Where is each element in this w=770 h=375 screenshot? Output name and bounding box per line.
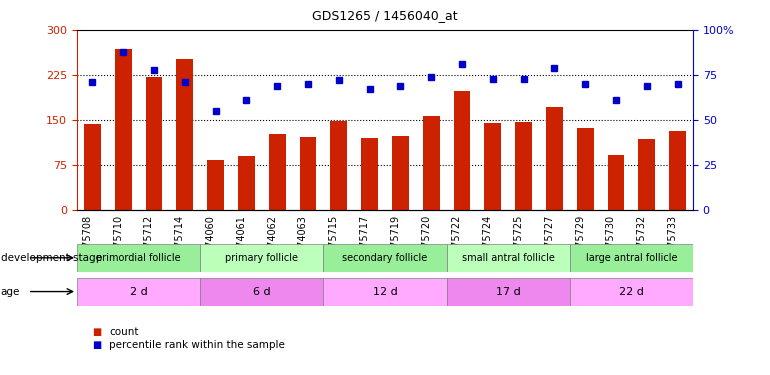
Text: GDS1265 / 1456040_at: GDS1265 / 1456040_at: [312, 9, 458, 22]
Text: age: age: [1, 286, 20, 297]
Bar: [608, 155, 624, 210]
Bar: [77, 244, 200, 272]
Bar: [238, 156, 255, 210]
Text: secondary follicle: secondary follicle: [343, 253, 427, 263]
Bar: [447, 278, 570, 306]
Bar: [323, 278, 447, 306]
Text: 12 d: 12 d: [373, 286, 397, 297]
Text: ■: ■: [92, 327, 102, 337]
Bar: [638, 139, 655, 210]
Text: development stage: development stage: [1, 253, 102, 263]
Bar: [669, 131, 686, 210]
Bar: [454, 91, 470, 210]
Text: large antral follicle: large antral follicle: [586, 253, 677, 263]
Bar: [423, 116, 440, 210]
Bar: [577, 128, 594, 210]
Bar: [146, 77, 162, 210]
Bar: [115, 49, 132, 210]
Text: 22 d: 22 d: [619, 286, 644, 297]
Bar: [447, 244, 570, 272]
Text: 2 d: 2 d: [129, 286, 148, 297]
Text: count: count: [109, 327, 139, 337]
Bar: [200, 278, 323, 306]
Bar: [361, 138, 378, 210]
Text: 17 d: 17 d: [496, 286, 521, 297]
Text: small antral follicle: small antral follicle: [462, 253, 554, 263]
Bar: [176, 59, 193, 210]
Text: percentile rank within the sample: percentile rank within the sample: [109, 340, 285, 350]
Bar: [84, 124, 101, 210]
Bar: [77, 278, 200, 306]
Bar: [484, 123, 501, 210]
Text: primordial follicle: primordial follicle: [96, 253, 181, 263]
Bar: [300, 137, 316, 210]
Bar: [546, 107, 563, 210]
Bar: [515, 122, 532, 210]
Bar: [570, 278, 693, 306]
Bar: [200, 244, 323, 272]
Text: primary follicle: primary follicle: [226, 253, 298, 263]
Text: ■: ■: [92, 340, 102, 350]
Bar: [269, 134, 286, 210]
Bar: [330, 121, 347, 210]
Bar: [392, 136, 409, 210]
Bar: [207, 160, 224, 210]
Bar: [570, 244, 693, 272]
Text: 6 d: 6 d: [253, 286, 270, 297]
Bar: [323, 244, 447, 272]
